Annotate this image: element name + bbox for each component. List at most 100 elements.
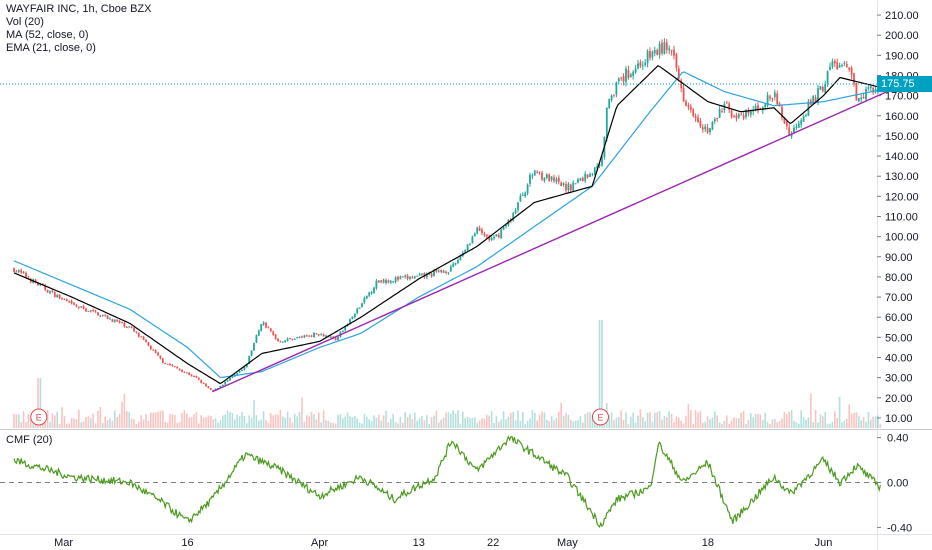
volume-bar	[586, 412, 589, 428]
volume-bar	[834, 411, 836, 428]
volume-bar	[642, 417, 644, 428]
volume-bar	[294, 413, 296, 428]
candle-body	[344, 326, 347, 331]
volume-bar	[322, 410, 325, 428]
volume-bar	[284, 417, 286, 428]
candle-body	[430, 273, 433, 277]
candle-body	[241, 369, 243, 372]
candle-body	[538, 171, 541, 173]
candle-body	[673, 49, 675, 56]
candle-body	[725, 102, 728, 104]
volume-bar	[807, 417, 810, 428]
volume-bar	[459, 423, 462, 428]
candle-body	[277, 338, 279, 342]
candle-body	[375, 280, 378, 289]
candle-body	[149, 345, 152, 350]
volume-bar	[615, 417, 618, 428]
candle-body	[152, 349, 155, 351]
volume-bar	[790, 410, 793, 428]
candle-body	[104, 314, 107, 316]
volume-bar	[754, 414, 757, 428]
volume-bar	[526, 420, 529, 428]
volume-bar	[874, 416, 877, 428]
volume-bar	[826, 423, 829, 428]
candle-body	[145, 339, 147, 342]
candle-body	[843, 62, 846, 64]
volume-bar	[738, 417, 740, 428]
volume-bar	[277, 414, 279, 428]
volume-bar	[531, 410, 534, 428]
volume-bar	[51, 413, 54, 428]
candle-body	[169, 363, 171, 366]
candle-body	[349, 319, 351, 325]
volume-bar	[649, 412, 651, 428]
candle-body	[692, 109, 695, 116]
candle-body	[649, 51, 651, 58]
volume-bar	[56, 411, 58, 428]
volume-bar	[394, 422, 397, 428]
candle-body	[814, 97, 817, 102]
candle-body	[562, 183, 565, 185]
price-tick-label: 30.00	[885, 373, 913, 385]
volume-bar	[159, 410, 162, 428]
volume-bar	[510, 412, 512, 428]
candle-body	[689, 106, 692, 110]
volume-bar	[654, 412, 656, 428]
volume-bar	[354, 416, 356, 428]
volume-bar	[346, 412, 349, 428]
candle-body	[613, 94, 615, 96]
price-tick-label: 160.00	[885, 111, 919, 123]
candle-body	[545, 174, 548, 178]
candle-body	[305, 335, 308, 337]
candle-body	[226, 380, 229, 382]
volume-bar	[279, 410, 282, 428]
volume-bar	[546, 419, 548, 428]
volume-bar	[234, 419, 236, 428]
volume-bar	[742, 410, 745, 428]
candle-body	[577, 179, 579, 183]
candle-body	[471, 236, 474, 244]
volume-bar	[238, 416, 241, 428]
candle-body	[742, 115, 745, 119]
volume-bar	[212, 419, 214, 428]
volume-bar	[46, 410, 49, 428]
volume-bar	[471, 417, 474, 428]
candle-body	[157, 352, 159, 356]
volume-bar	[190, 417, 193, 428]
candle-body	[579, 178, 582, 181]
candle-body	[97, 312, 99, 316]
volume-bar	[810, 393, 812, 428]
candle-body	[73, 302, 75, 305]
volume-bar	[378, 414, 380, 428]
candle-body	[111, 319, 114, 322]
candle-body	[454, 263, 457, 265]
candle-body	[469, 243, 471, 245]
volume-bar	[318, 412, 320, 428]
candle-body	[519, 195, 522, 202]
volume-bar	[138, 421, 140, 428]
volume-bar	[258, 420, 260, 428]
candle-body	[591, 173, 594, 175]
volume-bar	[142, 419, 145, 428]
candle-body	[500, 229, 503, 239]
candle-body	[49, 291, 51, 294]
last-price-tag: 175.75	[877, 76, 932, 93]
candle-body	[250, 350, 253, 356]
candle-body	[70, 300, 73, 304]
time-tick-label: 16	[181, 537, 193, 549]
volume-bar	[250, 417, 253, 428]
volume-bar	[183, 410, 186, 428]
volume-bar	[661, 419, 663, 428]
candle-body	[481, 229, 483, 234]
candle-body	[92, 309, 95, 311]
volume-bar	[831, 421, 834, 428]
candle-body	[495, 234, 498, 237]
volume-bar	[514, 420, 517, 428]
candle-body	[181, 369, 183, 373]
candle-body	[356, 308, 359, 314]
candle-body	[20, 270, 23, 273]
candle-body	[272, 331, 275, 335]
volume-bar	[466, 417, 469, 428]
volume-bar	[80, 422, 82, 428]
